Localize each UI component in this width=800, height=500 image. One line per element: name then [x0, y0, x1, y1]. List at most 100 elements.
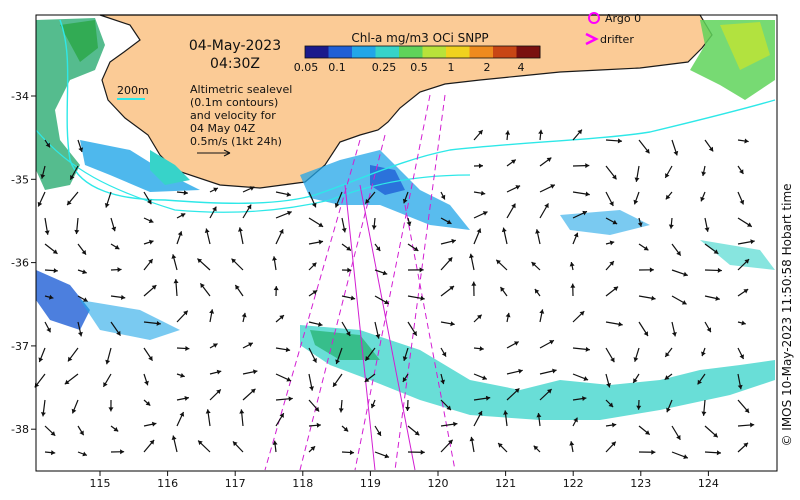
velocity-arrow — [110, 449, 125, 455]
velocity-arrows — [34, 129, 755, 459]
velocity-arrow — [407, 321, 418, 336]
velocity-arrow — [605, 321, 623, 327]
velocity-arrow — [176, 395, 190, 401]
velocity-arrow — [308, 399, 320, 412]
velocity-arrow — [632, 373, 640, 384]
velocity-arrow — [535, 229, 541, 245]
velocity-arrow — [335, 347, 343, 365]
velocity-arrow — [570, 283, 576, 297]
velocity-arrow — [605, 138, 623, 144]
velocity-arrow — [473, 346, 484, 352]
velocity-arrow — [110, 267, 122, 273]
velocity-arrow — [539, 184, 556, 193]
velocity-arrow — [143, 239, 154, 245]
velocity-arrow — [308, 321, 323, 327]
velocity-arrow — [407, 425, 420, 436]
velocity-arrow — [666, 399, 673, 413]
velocity-arrow — [204, 228, 211, 245]
velocity-arrow — [539, 203, 549, 219]
velocity-arrow — [572, 129, 583, 141]
velocity-arrow — [473, 190, 486, 196]
velocity-arrow — [143, 421, 157, 427]
velocity-arrow — [605, 191, 614, 207]
velocity-arrow — [341, 449, 355, 455]
lat-tick-label: -37 — [11, 340, 29, 353]
velocity-arrow — [737, 399, 750, 414]
velocity-arrow — [209, 309, 215, 323]
velocity-arrow — [664, 373, 673, 381]
colorbar-cell — [399, 46, 423, 58]
velocity-arrow — [737, 138, 749, 144]
velocity-arrow — [633, 347, 640, 362]
velocity-arrow — [44, 321, 52, 333]
lon-tick-label: 124 — [698, 477, 719, 490]
velocity-arrow — [572, 346, 590, 352]
velocity-arrow — [638, 425, 651, 436]
velocity-arrow — [199, 282, 211, 297]
velocity-arrow — [209, 343, 218, 349]
velocity-arrow — [505, 130, 511, 141]
velocity-arrow — [242, 369, 258, 375]
velocity-arrow — [275, 210, 292, 219]
velocity-arrow — [67, 347, 79, 362]
velocity-arrow — [572, 163, 590, 169]
velocity-arrow — [341, 425, 349, 432]
velocity-arrow — [77, 243, 87, 256]
velocity-arrow — [308, 289, 318, 297]
velocity-arrow — [176, 190, 188, 196]
lon-tick-label: 115 — [90, 477, 111, 490]
lon-tick-label: 119 — [360, 477, 381, 490]
velocity-arrow — [473, 228, 482, 245]
velocity-arrow — [273, 286, 279, 297]
velocity-arrow — [440, 347, 447, 357]
velocity-arrow — [638, 321, 649, 337]
velocity-arrow — [668, 217, 674, 229]
colorbar-cell — [375, 46, 400, 58]
velocity-arrow — [664, 165, 673, 179]
velocity-arrow — [209, 206, 217, 219]
altimetry-note-line: and velocity for — [190, 109, 276, 122]
velocity-arrow — [407, 243, 419, 252]
velocity-arrow — [605, 165, 617, 180]
velocity-arrow — [402, 191, 409, 204]
velocity-arrow — [275, 373, 292, 382]
velocity-arrow — [671, 295, 687, 305]
velocity-arrow — [374, 321, 381, 339]
velocity-arrow — [110, 294, 126, 300]
contour-legend-label: 200m — [117, 84, 149, 97]
velocity-arrow — [534, 288, 541, 297]
velocity-arrow — [341, 295, 356, 301]
velocity-arrow — [275, 412, 285, 427]
velocity-arrow — [341, 243, 352, 251]
velocity-arrow — [74, 217, 80, 235]
velocity-arrow — [701, 347, 706, 357]
velocity-arrow — [110, 243, 120, 250]
velocity-arrow — [209, 369, 222, 375]
velocity-arrow — [197, 440, 211, 453]
velocity-arrow — [501, 227, 508, 245]
velocity-arrow — [374, 451, 390, 459]
lon-tick-label: 122 — [563, 477, 584, 490]
velocity-arrow — [440, 373, 446, 385]
velocity-arrow — [665, 191, 673, 200]
velocity-arrow — [371, 217, 377, 230]
velocity-arrow — [506, 387, 520, 401]
velocity-arrow — [638, 139, 650, 154]
velocity-arrow — [638, 295, 656, 301]
velocity-arrow — [737, 258, 750, 271]
lon-tick-label: 121 — [495, 477, 516, 490]
velocity-arrow — [737, 288, 749, 297]
contour-200m — [59, 19, 776, 204]
velocity-arrow — [341, 321, 351, 337]
velocity-arrow — [572, 191, 590, 197]
velocity-arrow — [671, 425, 681, 441]
velocity-arrow — [572, 373, 589, 381]
colorbar-tick-label: 0.25 — [372, 61, 397, 74]
velocity-arrow — [64, 373, 79, 385]
velocity-arrow — [737, 165, 744, 175]
velocity-arrow — [407, 295, 425, 301]
colorbar-cell — [493, 46, 517, 58]
velocity-arrow — [536, 412, 542, 427]
velocity-arrow — [238, 227, 244, 245]
